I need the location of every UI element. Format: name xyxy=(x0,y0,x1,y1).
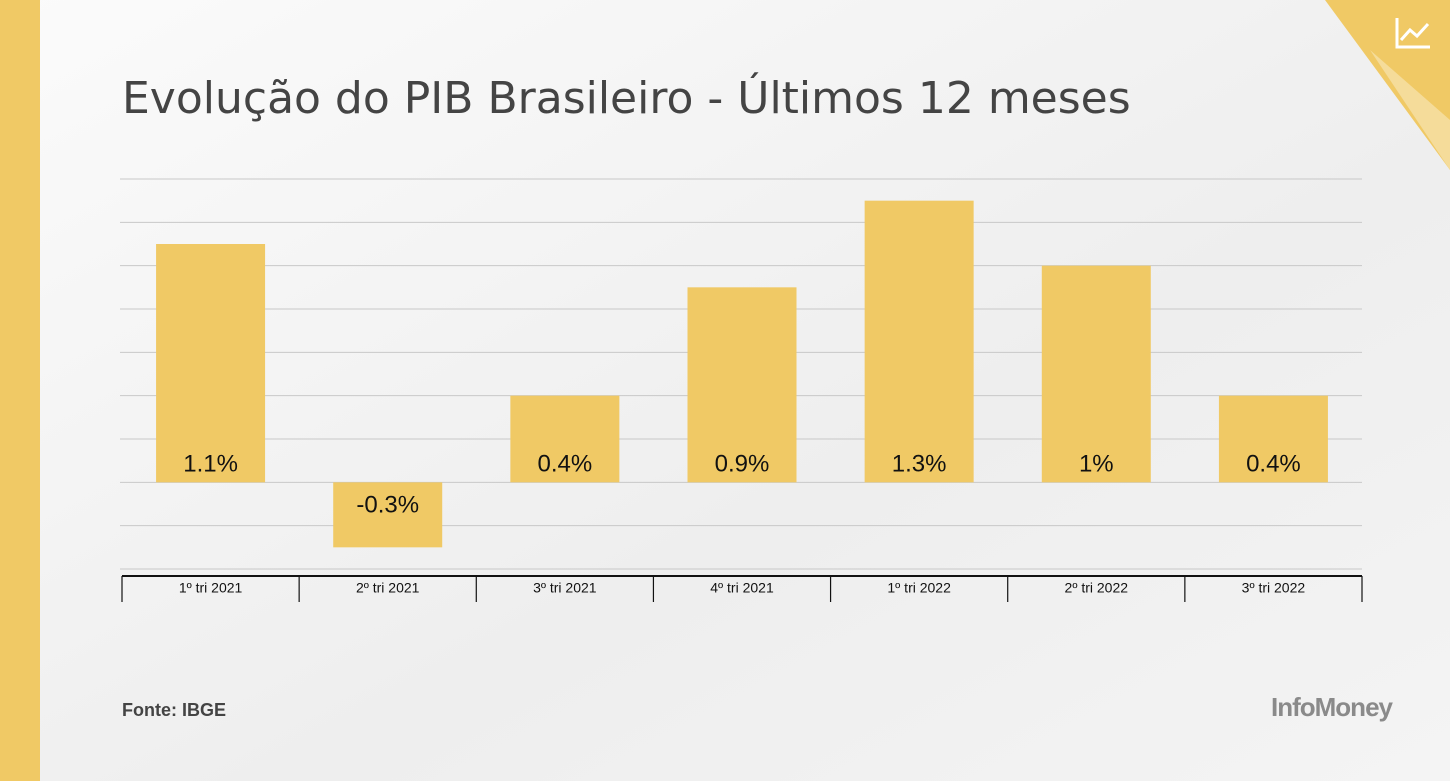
corner-decoration xyxy=(1370,50,1450,170)
x-tick-label: 2º tri 2022 xyxy=(1065,580,1129,596)
bar xyxy=(1041,265,1151,483)
corner-decoration xyxy=(1325,0,1450,170)
chart-icon xyxy=(1395,18,1430,49)
side-strip xyxy=(0,0,40,781)
data-label: -0.3% xyxy=(356,492,419,519)
source: Fonte: IBGE xyxy=(122,700,226,720)
bar xyxy=(156,244,266,483)
x-tick-label: 2º tri 2021 xyxy=(356,580,420,596)
chart-icon xyxy=(1399,22,1430,42)
data-label: 1.3% xyxy=(892,451,947,478)
x-tick-label: 1º tri 2021 xyxy=(179,580,243,596)
chart-title: Evolução do PIB Brasileiro - Últimos 12 … xyxy=(122,71,1131,124)
x-tick-label: 1º tri 2022 xyxy=(887,580,951,596)
x-tick-label: 4º tri 2021 xyxy=(710,580,774,596)
bar xyxy=(687,287,797,483)
data-label: 0.4% xyxy=(538,451,593,478)
data-label: 0.9% xyxy=(715,451,770,478)
bar xyxy=(333,482,443,548)
plot-area: 1º tri 2021 1.1% 2º tri 2021 -0.3% 3º tri 20… xyxy=(120,178,1363,602)
x-tick-label: 3º tri 2022 xyxy=(1242,580,1306,596)
bar xyxy=(510,395,620,483)
bar xyxy=(864,200,974,483)
bar xyxy=(1218,395,1328,483)
x-tick-label: 3º tri 2021 xyxy=(533,580,597,596)
data-label: 1.1% xyxy=(183,451,238,478)
brand-logo: InfoMoney xyxy=(1271,692,1394,722)
data-label: 1% xyxy=(1079,451,1114,478)
data-label: 0.4% xyxy=(1246,451,1301,478)
